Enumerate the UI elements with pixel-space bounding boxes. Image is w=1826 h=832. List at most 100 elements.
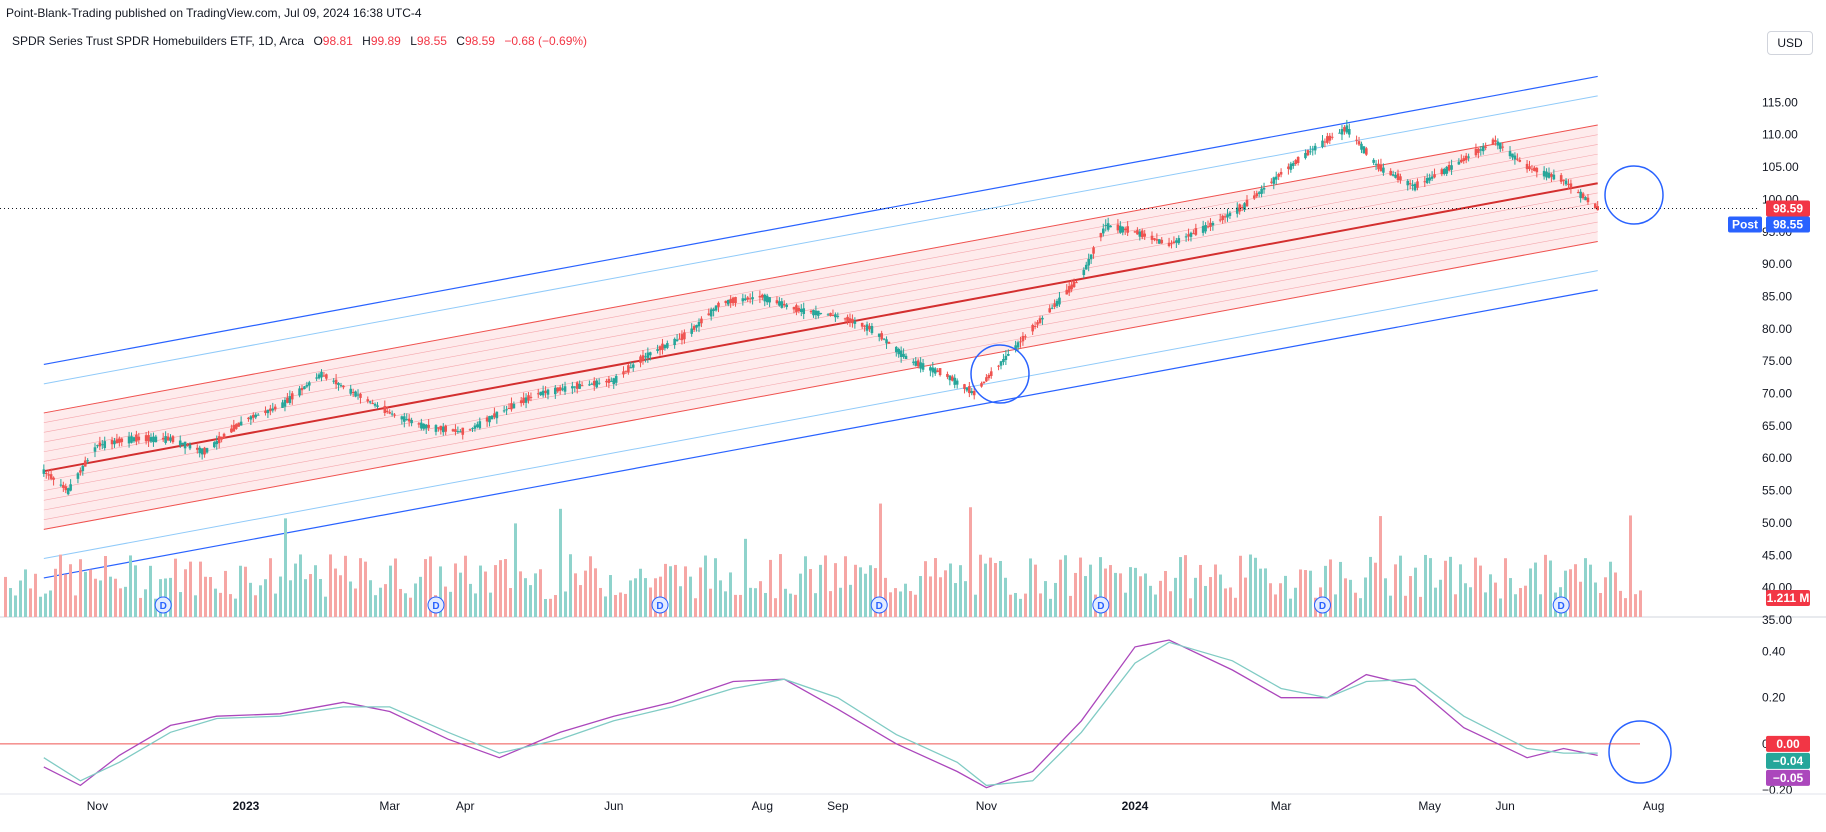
candle-body	[1014, 345, 1017, 350]
volume-bar	[594, 568, 597, 617]
candle-body	[519, 400, 523, 404]
volume-bar	[1404, 595, 1407, 617]
candle-body	[271, 408, 275, 411]
volume-bar	[1059, 559, 1062, 617]
volume-bar	[384, 584, 387, 617]
volume-bar	[739, 594, 742, 617]
volume-bar	[324, 596, 327, 617]
volume-bar	[909, 591, 912, 617]
candle-body	[1464, 155, 1468, 161]
symbol-legend: SPDR Series Trust SPDR Homebuilders ETF,…	[12, 34, 587, 48]
time-tick-label: Aug	[1643, 799, 1664, 813]
volume-bar	[619, 592, 622, 617]
time-tick-label: Aug	[752, 799, 773, 813]
candle-body	[1024, 336, 1027, 338]
candle-body	[661, 343, 664, 350]
oscillator-zero-tag-bg	[1766, 735, 1810, 752]
volume-bar	[709, 588, 712, 617]
candle-body	[914, 361, 918, 366]
candle-body	[393, 414, 396, 416]
candle-body	[1309, 151, 1312, 153]
candle-body	[135, 434, 138, 442]
candle-body	[1330, 136, 1334, 138]
candle-body	[607, 378, 611, 383]
volume-bar	[504, 559, 507, 617]
volume-bar	[1364, 577, 1367, 617]
candle-body	[1355, 139, 1358, 141]
candle-body	[1462, 158, 1466, 162]
candle-body	[183, 441, 187, 449]
volume-bar	[99, 580, 102, 617]
candle-body	[692, 326, 696, 330]
candle-body	[502, 410, 506, 412]
volume-bar	[989, 557, 992, 617]
volume-bar	[1474, 557, 1477, 617]
candle-body	[1240, 207, 1244, 209]
candle-body	[614, 376, 618, 383]
volume-bar	[1169, 591, 1172, 617]
currency-button[interactable]: USD	[1767, 31, 1813, 55]
open-label: O	[313, 34, 323, 48]
candle-body	[342, 385, 345, 388]
volume-bar	[609, 575, 612, 617]
candle-body	[846, 316, 849, 322]
candle-body	[1167, 242, 1171, 247]
volume-bar	[279, 576, 282, 617]
volume-bar	[244, 566, 247, 617]
volume-bar	[1179, 557, 1182, 617]
candle-body	[1260, 188, 1263, 194]
candle-body	[420, 422, 423, 429]
candle-body	[1516, 158, 1519, 160]
volume-bar	[249, 582, 252, 617]
candle-body	[1340, 129, 1344, 135]
candle-body	[461, 427, 465, 435]
volume-bar	[699, 567, 702, 617]
candle-body	[826, 314, 830, 316]
volume-bar	[579, 585, 582, 617]
candle-body	[997, 365, 1000, 367]
candle-body	[1067, 286, 1071, 293]
candle-body	[1477, 148, 1480, 153]
volume-bar	[1449, 556, 1452, 617]
volume-bar	[734, 594, 737, 617]
candle-body	[337, 383, 340, 385]
candle-body	[186, 445, 189, 447]
candle-body	[758, 295, 762, 298]
candle-body	[1508, 151, 1512, 157]
volume-bar	[214, 588, 217, 617]
candle-body	[829, 312, 832, 316]
candle-body	[575, 382, 579, 389]
volume-bar	[1044, 581, 1047, 617]
volume-bar	[1224, 588, 1227, 617]
candle-body	[1396, 173, 1400, 181]
volume-bar	[359, 558, 362, 617]
candle-body	[1306, 150, 1310, 156]
volume-bar	[489, 592, 492, 617]
volume-bar	[139, 597, 142, 617]
volume-bar	[204, 576, 207, 617]
candle-body	[987, 374, 991, 379]
candle-body	[673, 338, 676, 346]
oscillator-line-0	[43, 639, 1598, 789]
volume-bar	[1084, 576, 1087, 617]
post-price-tag-bg	[1766, 216, 1810, 233]
candle-body	[1175, 240, 1178, 243]
volume-bar	[454, 563, 457, 617]
volume-bar	[59, 554, 62, 617]
volume-bar	[1109, 565, 1112, 617]
candle-body	[471, 428, 474, 430]
candle-body	[697, 322, 701, 327]
volume-bar	[459, 572, 462, 617]
candle-body	[1289, 163, 1293, 170]
candle-body	[1082, 269, 1086, 276]
candle-body	[1177, 238, 1181, 244]
candle-body	[631, 364, 635, 368]
volume-bar	[414, 583, 417, 617]
candle-body	[556, 387, 560, 392]
candle-body	[1474, 148, 1478, 156]
candle-body	[234, 424, 238, 429]
volume-bar	[1219, 574, 1222, 617]
candle-body	[931, 367, 935, 373]
candle-body	[76, 473, 80, 479]
